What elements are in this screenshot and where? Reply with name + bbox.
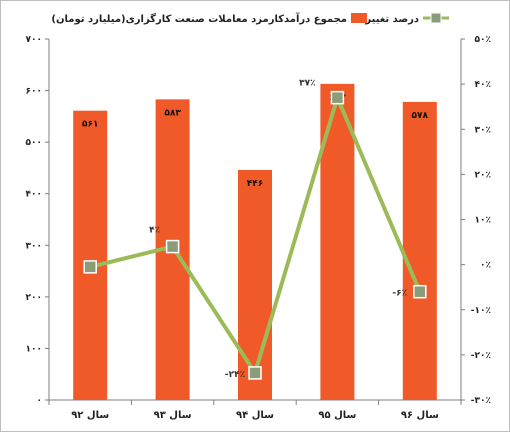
y-left-tick-label: ۷۰۰ xyxy=(26,35,42,45)
y-left-tick-label: ۲۰۰ xyxy=(26,293,42,303)
bar xyxy=(238,169,272,400)
y-right-tick-label: ۱۰٪ xyxy=(475,216,491,226)
legend-label-bar: مجموع درآمدکارمزد معاملات صنعت کارگزاری(… xyxy=(51,12,347,25)
line-marker xyxy=(330,90,345,105)
legend: درصد تغییرات مجموع درآمدکارمزد معاملات صن… xyxy=(51,12,449,25)
y-left-tick-label: ۶۰۰ xyxy=(26,87,42,97)
y-right-tick-label: -۲۰٪ xyxy=(471,351,491,361)
x-tick-label: سال ۹۳ xyxy=(154,410,192,421)
y-right-tick-label: ۵۰٪ xyxy=(475,35,491,45)
x-tick-label: سال ۹۴ xyxy=(236,410,274,421)
y-left-tick-label: ۴۰۰ xyxy=(26,190,42,200)
line-value-label: ۴٪ xyxy=(149,226,160,236)
y-left-tick-label: ۵۰۰ xyxy=(26,138,42,148)
line-marker xyxy=(248,366,262,380)
line-marker xyxy=(83,260,97,274)
line-value-label: -۲۴٪ xyxy=(225,370,245,380)
bar-value-label: ۵۶۱ xyxy=(82,120,98,130)
bar-value-label: ۵۷۸ xyxy=(412,111,429,121)
axes: ۰ ۱۰۰ ۲۰۰ ۳۰۰ ۴۰۰ ۵۰۰ ۶۰۰ ۷۰۰ -۳۰٪ -۲۰٪ -۱۰٪ ۰٪ ۱۰٪ ۲… xyxy=(26,35,491,421)
x-tick-label: سال ۹۵ xyxy=(318,410,356,421)
legend-bar-swatch xyxy=(351,13,367,23)
y-left-tick-label: ۰ xyxy=(37,396,43,406)
bar-value-label: ۵۸۳ xyxy=(164,108,181,118)
y-left-tick-label: ۳۰۰ xyxy=(26,241,42,251)
y-right-tick-label: -۳۰٪ xyxy=(471,396,491,406)
bar-series: ۵۶۱۵۸۳۴۴۶۶۱۳۵۷۸ xyxy=(73,83,437,401)
x-tick-label: سال ۹۶ xyxy=(401,410,439,421)
bar xyxy=(73,110,108,400)
bar-value-label: ۴۴۶ xyxy=(247,179,263,189)
line-marker xyxy=(165,239,180,254)
line-series: ۴٪ -۲۴٪ ۳۷٪ -۶٪ xyxy=(83,79,427,380)
line-value-label: -۶٪ xyxy=(392,289,407,299)
legend-line-marker xyxy=(430,12,442,24)
y-right-tick-label: ۲۰٪ xyxy=(475,170,491,180)
y-left-tick-label: ۱۰۰ xyxy=(26,344,42,354)
y-right-tick-label: ۳۰٪ xyxy=(475,125,491,135)
y-right-tick-label: -۱۰٪ xyxy=(471,306,491,316)
x-tick-label: سال ۹۲ xyxy=(71,410,109,421)
y-right-tick-label: ۰٪ xyxy=(480,261,491,271)
y-right-tick-label: ۴۰٪ xyxy=(475,80,491,90)
line-value-label: ۳۷٪ xyxy=(299,79,315,89)
legend-label-line: درصد تغییرات xyxy=(352,14,419,25)
line-marker xyxy=(413,284,427,299)
bar xyxy=(402,101,437,400)
